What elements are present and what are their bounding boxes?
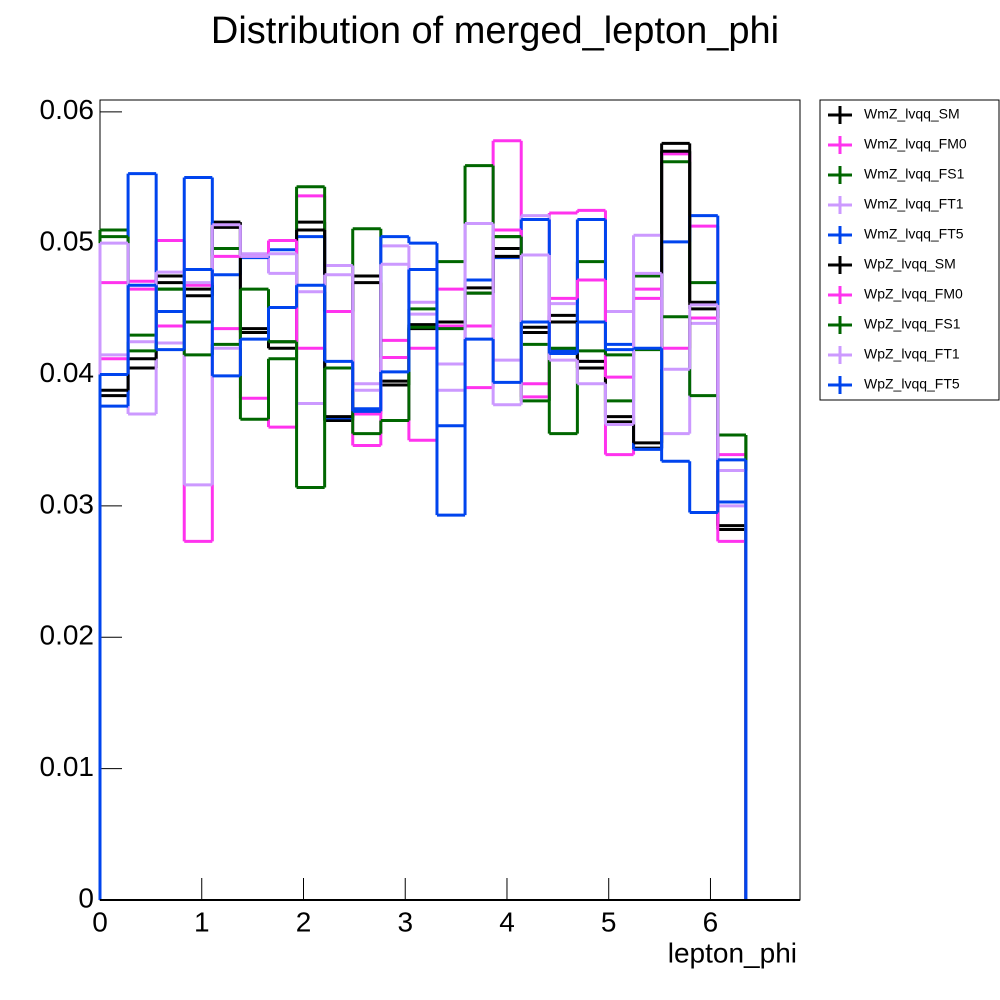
x-tick-label: 6: [703, 906, 719, 937]
x-tick-label: 4: [499, 906, 515, 937]
legend-label: WpZ_lvqq_FT5: [864, 376, 960, 392]
legend-label: WpZ_lvqq_FS1: [864, 316, 961, 332]
plot-frame: [99, 99, 801, 901]
legend-label: WmZ_lvqq_SM: [864, 106, 960, 122]
y-tick-label: 0: [78, 882, 94, 913]
x-tick-label: 1: [194, 906, 210, 937]
y-tick-label: 0.02: [40, 620, 95, 651]
legend-label: WmZ_lvqq_FM0: [864, 136, 967, 152]
x-tick-label: 5: [601, 906, 617, 937]
y-tick-label: 0.06: [40, 94, 95, 125]
y-tick-label: 0.04: [40, 357, 95, 388]
legend-box: [819, 99, 1000, 401]
x-tick-label: 2: [296, 906, 312, 937]
legend-label: WpZ_lvqq_FM0: [864, 286, 963, 302]
legend-label: WmZ_lvqq_FS1: [864, 166, 965, 182]
y-tick-label: 0.05: [40, 226, 95, 257]
y-tick-label: 0.03: [40, 488, 95, 519]
legend-label: WpZ_lvqq_FT1: [864, 346, 960, 362]
legend-label: WpZ_lvqq_SM: [864, 256, 956, 272]
chart-title: Distribution of merged_lepton_phi: [211, 10, 779, 52]
x-tick-label: 0: [92, 906, 108, 937]
legend-label: WmZ_lvqq_FT5: [864, 226, 964, 242]
x-tick-label: 3: [397, 906, 413, 937]
x-axis-label: lepton_phi: [668, 937, 797, 968]
legend-label: WmZ_lvqq_FT1: [864, 196, 964, 212]
y-tick-label: 0.01: [40, 751, 95, 782]
